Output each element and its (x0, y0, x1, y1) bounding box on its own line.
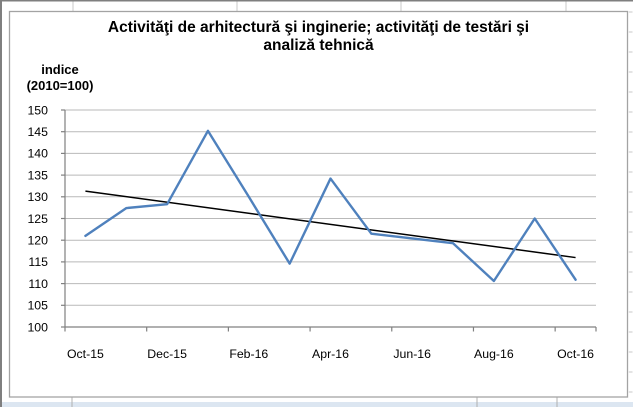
y-axis-caption-line1: indice (41, 62, 79, 77)
y-tick-label: 120 (27, 234, 48, 248)
chart-title-line2: analiză tehnică (263, 37, 374, 54)
data-series-line (84, 129, 577, 283)
worksheet-row-strip (2, 402, 633, 407)
y-tick-label: 135 (27, 168, 48, 182)
y-axis-caption-line2: (2010=100) (26, 78, 94, 93)
chart-title: Activităţi de arhitectură şi inginerie; … (9, 19, 628, 55)
x-tick-label: Oct-15 (67, 347, 104, 361)
y-tick-label: 110 (28, 277, 48, 291)
y-tick-label: 105 (27, 299, 48, 313)
x-tick-label: Aug-16 (474, 347, 514, 361)
x-tick-label: Dec-15 (147, 347, 187, 361)
x-tick-label: Oct-16 (557, 347, 594, 361)
y-tick-label: 150 (27, 103, 48, 117)
y-tick-label: 130 (27, 190, 48, 204)
y-tick-label: 140 (27, 147, 48, 161)
chart-title-line1: Activităţi de arhitectură şi inginerie; … (107, 19, 530, 36)
y-tick-label: 100 (27, 320, 48, 334)
y-tick-label: 115 (28, 255, 48, 269)
y-axis-caption: indice (2010=100) (16, 62, 104, 94)
y-tick-label: 145 (27, 125, 48, 139)
x-tick-label: Jun-16 (393, 347, 431, 361)
y-tick-label: 125 (27, 212, 48, 226)
x-tick-label: Apr-16 (312, 347, 349, 361)
x-tick-label: Feb-16 (229, 347, 268, 361)
